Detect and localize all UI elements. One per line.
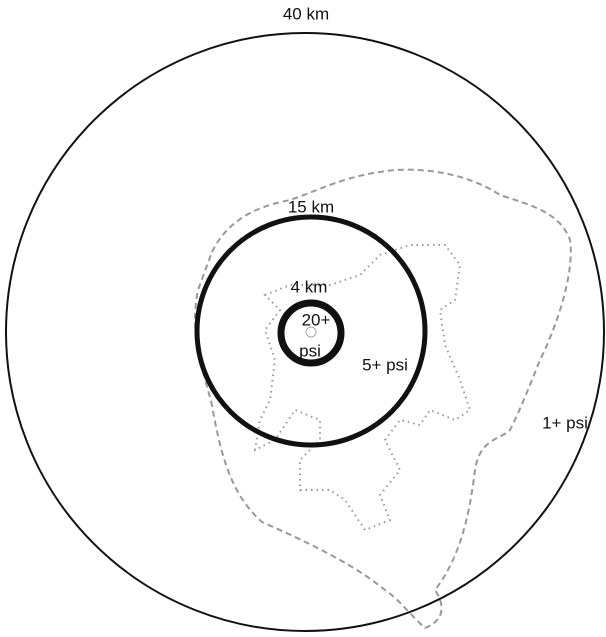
urban-core bbox=[253, 244, 472, 532]
city-boundary bbox=[194, 168, 572, 630]
outer-ring bbox=[5, 32, 605, 632]
pressure-label: 5+ psi bbox=[362, 355, 408, 374]
pressure-label: 1+ psi bbox=[542, 413, 588, 432]
middle-ring bbox=[194, 214, 428, 448]
inner-ring bbox=[277, 299, 345, 367]
radius-label: 4 km bbox=[291, 277, 328, 296]
ground-zero bbox=[305, 326, 317, 338]
pressure-label: 20+ bbox=[302, 310, 331, 329]
radius-label: 40 km bbox=[283, 4, 329, 23]
labels: 40 km 1+ psi 15 km 5+ psi 4 km 20+ psi bbox=[283, 4, 588, 432]
radius-label: 15 km bbox=[288, 197, 334, 216]
pressure-label: psi bbox=[299, 341, 321, 360]
